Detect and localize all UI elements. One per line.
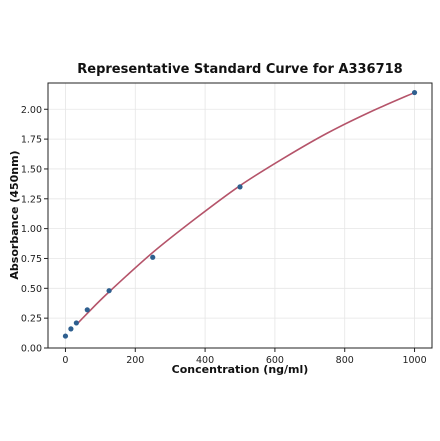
y-tick-label: 2.00 <box>21 105 42 116</box>
data-point <box>84 307 90 313</box>
x-tick-label: 800 <box>336 355 354 366</box>
fit-curve-layer <box>75 91 415 326</box>
x-tick-label: 0 <box>62 355 68 366</box>
y-tick-label: 1.00 <box>21 224 42 235</box>
y-tick-label: 1.25 <box>21 194 42 205</box>
data-point <box>106 288 112 294</box>
data-point <box>62 333 69 339</box>
data-point <box>73 320 79 326</box>
data-point <box>411 89 418 96</box>
x-axis-label: Concentration (ng/ml) <box>172 363 309 376</box>
y-axis-label: Absorbance (450nm) <box>8 150 21 279</box>
y-tick-label: 1.75 <box>21 135 42 146</box>
x-tick-label: 200 <box>126 355 144 366</box>
data-points-layer <box>62 89 418 339</box>
plot-frame <box>47 82 433 349</box>
data-point <box>237 184 243 190</box>
y-tick-label: 0.00 <box>21 344 42 355</box>
y-tick-label: 0.75 <box>21 254 42 265</box>
y-tick-label: 0.25 <box>21 314 42 325</box>
x-tick-label: 1000 <box>402 355 426 366</box>
x-tick-label: 400 <box>196 355 214 366</box>
y-tick-label: 0.50 <box>21 284 42 295</box>
grid-lines <box>48 83 432 349</box>
chart-title: Representative Standard Curve for A33671… <box>77 62 402 77</box>
y-tick-label: 1.50 <box>21 164 42 175</box>
data-point <box>150 254 156 260</box>
fit-curve-line <box>75 91 415 326</box>
y-axis-ticks: 0.00 0.25 0.50 0.75 1.00 1.25 1.50 1.75 2.00 <box>21 105 48 355</box>
data-point <box>68 326 74 332</box>
x-tick-label: 600 <box>266 355 284 366</box>
x-axis-ticks: 0 200 400 600 800 1000 <box>62 348 427 366</box>
